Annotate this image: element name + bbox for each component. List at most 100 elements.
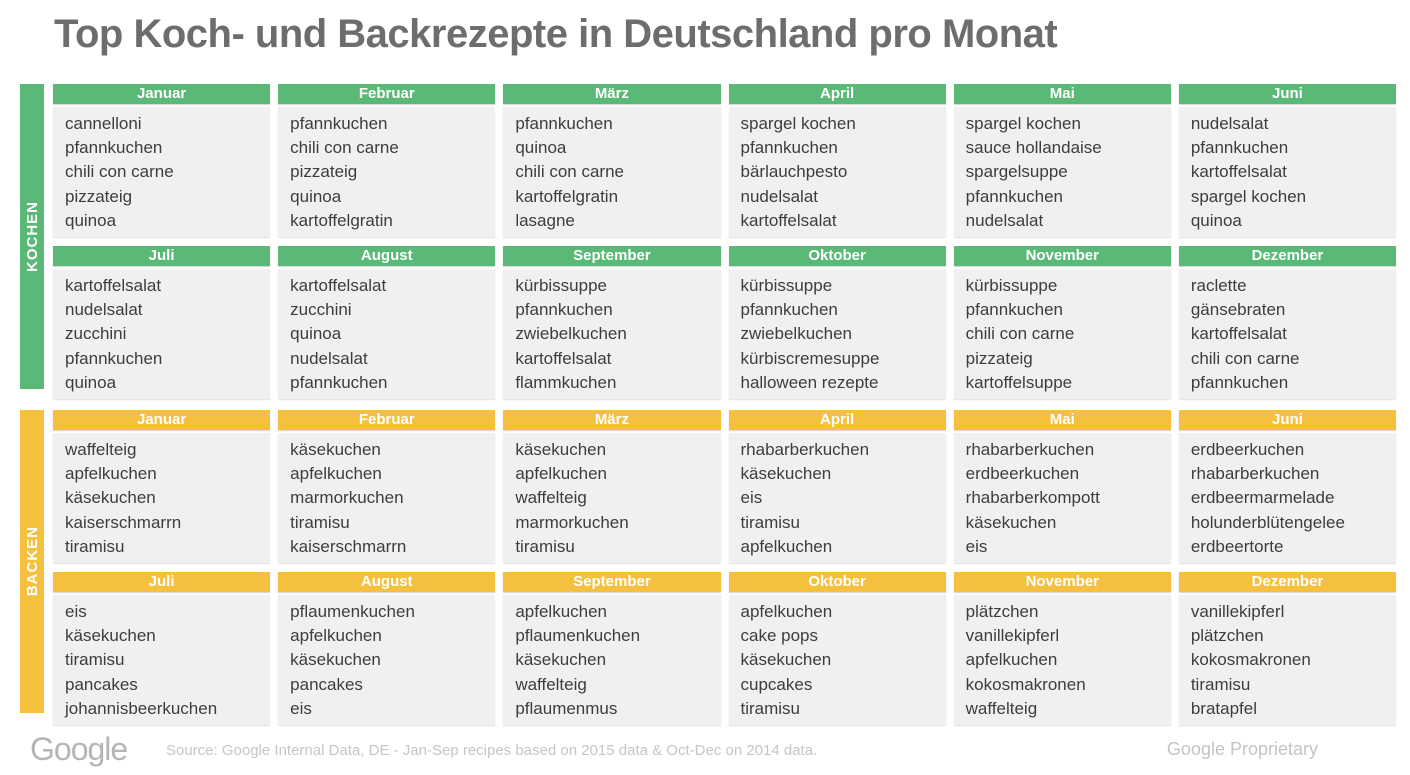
month-header: Januar — [53, 84, 271, 104]
month-header: Juli — [53, 246, 271, 267]
month-card: Oktober kürbissuppe pfannkuchen zwiebelkuch… — [728, 246, 946, 400]
recipe-item: kokosmakronen — [1190, 650, 1311, 670]
recipe-item: nudelsalat — [290, 348, 368, 368]
month-card: April spargel kochen pfannkuchen bärlauchpe… — [728, 84, 946, 238]
month-card: März käsekuchen apfelkuchen waffelteig marmo… — [503, 410, 721, 564]
month-header: Mai — [953, 410, 1171, 430]
recipe-item: bratapfel — [1190, 698, 1257, 718]
recipe-item: kartoffelgratin — [515, 186, 619, 206]
recipe-item: kürbissuppe — [740, 276, 833, 296]
month-header: März — [503, 84, 721, 104]
recipe-item: marmorkuchen — [290, 488, 404, 508]
month-card: Februar pfannkuchen chili con carne pizzate… — [278, 84, 496, 238]
recipe-item: pizzateig — [65, 186, 133, 206]
month-header: September — [503, 572, 721, 593]
recipe-item: quinoa — [65, 210, 117, 230]
month-header: November — [953, 246, 1171, 267]
recipe-item: erdbeertorte — [1190, 536, 1284, 556]
recipe-item: quinoa — [1190, 210, 1242, 230]
recipe-item: eis — [965, 536, 988, 556]
recipe-list: käsekuchen apfelkuchen marmorkuchen tiramis… — [278, 433, 496, 564]
month-header: November — [953, 572, 1171, 593]
footer: Google Source: Google Internal Data, DE … — [0, 722, 1410, 775]
recipe-item: tiramisu — [1190, 674, 1251, 694]
month-card: Juli eis käsekuchen tiramisu pancakes johanni… — [53, 572, 271, 726]
recipe-item: marmorkuchen — [515, 512, 629, 532]
recipe-list: käsekuchen apfelkuchen waffelteig marmorkuc… — [503, 433, 721, 564]
backen-color-bar: BACKEN — [20, 410, 44, 713]
recipe-item: tiramisu — [290, 512, 350, 532]
recipe-item: apfelkuchen — [515, 602, 608, 622]
recipe-item: zwiebelkuchen — [515, 324, 627, 344]
recipe-item: cupcakes — [740, 674, 813, 694]
recipe-item: kokosmakronen — [965, 674, 1086, 694]
recipe-item: holunderblütengelee — [1190, 512, 1345, 532]
month-header: Juni — [1178, 410, 1396, 430]
recipe-item: pfannkuchen — [740, 138, 838, 158]
recipe-item: halloween rezepte — [740, 372, 879, 392]
recipe-item: eis — [740, 488, 763, 508]
recipe-item: rhabarberkuchen — [740, 440, 870, 459]
month-card: Januar waffelteig apfelkuchen käsekuchen kai… — [53, 410, 271, 564]
recipe-item: pfannkuchen — [290, 114, 388, 133]
section-kochen: KOCHEN Januar cannelloni pfannkuchen chili … — [20, 84, 1396, 400]
proprietary-text: Google Proprietary — [1166, 739, 1318, 759]
recipe-item: käsekuchen — [290, 650, 381, 670]
source-text: Source: Google Internal Data, DE - Jan-S… — [166, 742, 818, 759]
recipe-list: pfannkuchen quinoa chili con carne kartoffe… — [503, 107, 721, 238]
recipe-item: chili con carne — [515, 162, 624, 182]
recipe-item: kürbissuppe — [515, 276, 607, 296]
section-backen: BACKEN Januar waffelteig apfelkuchen käseku… — [20, 410, 1396, 726]
recipe-item: waffelteig — [515, 674, 587, 694]
month-header: Februar — [278, 84, 496, 104]
recipe-item: cake pops — [740, 626, 819, 646]
recipe-list: kartoffelsalat nudelsalat zucchini pfannkuc… — [53, 269, 271, 400]
month-header: August — [278, 246, 496, 267]
recipe-item: erdbeerkuchen — [965, 464, 1080, 484]
recipe-item: sauce hollandaise — [965, 138, 1102, 158]
recipe-item: apfelkuchen — [65, 464, 157, 484]
recipe-item: zucchini — [65, 324, 127, 344]
month-header: Oktober — [728, 246, 946, 267]
kochen-cards-grid: Januar cannelloni pfannkuchen chili con car… — [53, 84, 1396, 400]
recipe-list: pfannkuchen chili con carne pizzateig quino… — [278, 107, 496, 238]
recipe-item: pfannkuchen — [65, 348, 163, 368]
month-card: August kartoffelsalat zucchini quinoa nudels… — [278, 246, 496, 400]
month-card: November plätzchen vanillekipferl apfelkuch… — [953, 572, 1171, 726]
recipe-item: quinoa — [65, 372, 117, 392]
month-header: Juni — [1178, 84, 1396, 104]
month-header: August — [278, 572, 496, 593]
recipe-item: apfelkuchen — [290, 626, 382, 646]
month-card: Februar käsekuchen apfelkuchen marmorkuchen… — [278, 410, 496, 564]
month-card: Juli kartoffelsalat nudelsalat zucchini pfan… — [53, 246, 271, 400]
recipe-item: pfannkuchen — [515, 300, 613, 320]
month-header: September — [503, 246, 721, 267]
recipe-item: kartoffelsalat — [1190, 162, 1287, 182]
recipe-item: pfannkuchen — [1190, 372, 1289, 392]
recipe-item: pancakes — [290, 674, 363, 694]
month-card: September apfelkuchen pflaumenkuchen käseku… — [503, 572, 721, 726]
recipe-list: spargel kochen sauce hollandaise spargelsu… — [953, 107, 1171, 238]
month-header: Mai — [953, 84, 1171, 104]
month-header: April — [728, 84, 946, 104]
recipe-item: quinoa — [290, 324, 342, 344]
recipe-item: spargel kochen — [740, 114, 856, 133]
recipe-list: pflaumenkuchen apfelkuchen käsekuchen panca… — [278, 595, 496, 726]
recipe-list: waffelteig apfelkuchen käsekuchen kaisersch… — [53, 433, 271, 564]
recipe-item: käsekuchen — [965, 512, 1057, 532]
recipe-item: kartoffelgratin — [290, 210, 393, 230]
month-card: März pfannkuchen quinoa chili con carne kart… — [503, 84, 721, 238]
recipe-list: nudelsalat pfannkuchen kartoffelsalat sparg… — [1178, 107, 1396, 238]
recipe-item: kürbissuppe — [965, 276, 1058, 296]
month-header: Juli — [53, 572, 271, 593]
recipe-item: käsekuchen — [290, 440, 381, 459]
recipe-item: spargelsuppe — [965, 162, 1068, 182]
recipe-list: raclette gänsebraten kartoffelsalat chili c… — [1178, 269, 1396, 400]
recipe-item: pizzateig — [290, 162, 358, 182]
recipe-item: plätzchen — [965, 602, 1039, 622]
recipe-item: kartoffelsalat — [65, 276, 162, 296]
month-card: Januar cannelloni pfannkuchen chili con car… — [53, 84, 271, 238]
recipe-list: kürbissuppe pfannkuchen zwiebelkuchen kürbi… — [728, 269, 946, 400]
recipe-list: cannelloni pfannkuchen chili con carne pizz… — [53, 107, 271, 238]
month-card: November kürbissuppe pfannkuchen chili con … — [953, 246, 1171, 400]
